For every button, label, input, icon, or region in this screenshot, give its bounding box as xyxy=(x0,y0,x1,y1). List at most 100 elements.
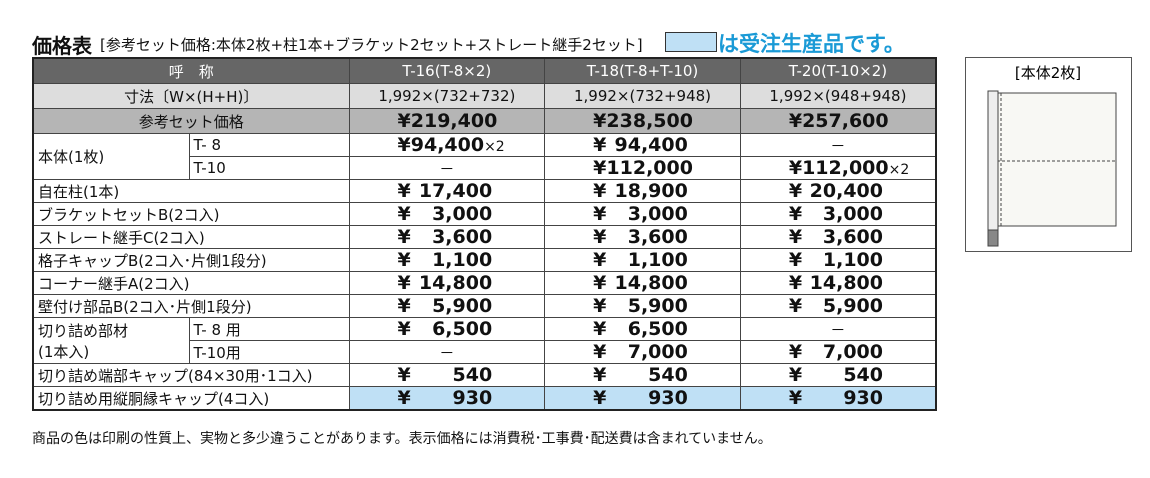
currency: ¥ xyxy=(593,226,607,248)
currency: ¥ xyxy=(593,387,607,409)
sub-label: T- 8 用 xyxy=(188,317,350,341)
price-row: T-10用－ ¥7,000 ¥7,000 xyxy=(33,340,937,364)
row-label: 切り詰め部材 (1本入) xyxy=(32,317,190,364)
label-line: 切り詰め部材 xyxy=(38,321,129,340)
amount: 3,000 xyxy=(432,203,493,225)
size-value: 1,992×(732+948) xyxy=(544,83,741,109)
price: ¥5,900 xyxy=(354,296,541,317)
panel xyxy=(991,92,1117,227)
amount: 112,000 xyxy=(606,157,693,179)
label-line: (1本入) xyxy=(38,342,90,361)
currency: ¥ xyxy=(397,134,411,156)
set-price: ¥238,500 xyxy=(544,108,741,134)
amount: 219,400 xyxy=(410,110,498,132)
legend-text: は受注生産品です。 xyxy=(718,32,905,56)
price: ¥14,800 xyxy=(745,272,931,294)
amount: 20,400 xyxy=(809,180,883,202)
amount: 18,900 xyxy=(614,180,688,202)
price-row: T-10 － ¥112,000 ¥112,000×2 xyxy=(33,156,937,180)
currency: ¥ xyxy=(397,364,411,386)
diagram: [本体2枚] xyxy=(965,57,1132,252)
label-line: ブラケットセットB(2コ入) xyxy=(38,205,220,224)
amount: 540 xyxy=(648,364,688,386)
price: ¥257,600 xyxy=(745,110,931,132)
row-label: 切り詰め用縦胴縁キャップ(4コ入) xyxy=(32,386,350,411)
price: ¥5,900 xyxy=(745,295,931,317)
currency: ¥ xyxy=(593,318,607,340)
price-cell: － xyxy=(348,156,546,180)
row-label: 格子キャップB(2コ入･片側1段分) xyxy=(32,248,350,272)
price: ¥17,400 xyxy=(354,180,541,202)
price: ¥3,000 xyxy=(745,203,931,225)
price-cell: ¥112,000 xyxy=(544,156,741,180)
price-cell: ¥5,900 xyxy=(348,294,546,318)
price-cell: ¥930 xyxy=(739,386,937,411)
price: ¥112,000 xyxy=(549,157,736,179)
price-cell: ¥3,000 xyxy=(348,202,546,226)
amount: 94,400 xyxy=(614,134,688,156)
currency: ¥ xyxy=(593,364,607,386)
column-header: T-16(T-8×2) xyxy=(348,57,546,84)
currency: ¥ xyxy=(593,341,607,363)
amount: 5,900 xyxy=(627,295,688,317)
subtitle: [参考セット価格:本体2枚+柱1本+ブラケット2セット+ストレート継手2セット] xyxy=(100,36,643,54)
amount: 3,000 xyxy=(627,203,688,225)
price-cell: ¥1,100 xyxy=(348,248,546,272)
row-label: 自在柱(1本) xyxy=(32,179,350,203)
amount: 14,800 xyxy=(809,272,883,294)
amount: 930 xyxy=(452,387,493,409)
column-header: T-18(T-8+T-10) xyxy=(544,57,741,84)
price-cell: ¥6,500 xyxy=(544,317,741,341)
amount: 238,500 xyxy=(606,110,693,132)
label-line: 壁付け部品B(2コ入･片側1段分) xyxy=(38,297,252,316)
currency: ¥ xyxy=(397,249,411,271)
price: ¥540 xyxy=(745,364,931,386)
currency: ¥ xyxy=(593,249,607,271)
currency: ¥ xyxy=(593,272,607,294)
currency: ¥ xyxy=(397,226,411,248)
currency: ¥ xyxy=(788,157,803,179)
price: ¥7,000 xyxy=(745,342,931,363)
size-label: 寸法〔W×(H+H)〕 xyxy=(32,83,350,109)
price: ¥3,600 xyxy=(549,226,736,248)
price-table: 呼 称 T-16(T-8×2) T-18(T-8+T-10) T-20(T-10×2)… xyxy=(32,57,937,411)
header-label: 呼 称 xyxy=(32,57,350,84)
price-row: コーナー継手A(2コ入) ¥14,800 ¥14,800 ¥14,800 xyxy=(32,271,937,295)
price-cell: ¥7,000 xyxy=(739,340,937,364)
set-price: ¥257,600 xyxy=(739,108,937,134)
price-cell: ¥1,100 xyxy=(544,248,741,272)
amount: 1,100 xyxy=(627,249,688,271)
currency: ¥ xyxy=(788,203,803,225)
price: ¥540 xyxy=(354,364,541,386)
amount: 930 xyxy=(648,387,688,409)
price: ¥94,400×2 xyxy=(354,134,541,156)
price-cell: － xyxy=(739,317,937,341)
legend-swatch xyxy=(665,32,717,52)
currency: ¥ xyxy=(788,226,803,248)
price-row: 自在柱(1本) ¥17,400 ¥18,900 ¥20,400 xyxy=(32,179,937,203)
column-header: T-20(T-10×2) xyxy=(739,57,937,84)
amount: 540 xyxy=(843,364,883,386)
price-cell: ¥3,000 xyxy=(544,202,741,226)
amount: 5,900 xyxy=(822,295,883,317)
label-line: 切り詰め端部キャップ(84×30用･1コ入) xyxy=(38,366,313,385)
price-row: 格子キャップB(2コ入･片側1段分) ¥1,100 ¥1,100 ¥1,100 xyxy=(32,248,937,272)
currency: ¥ xyxy=(397,180,411,202)
multiplier: ×2 xyxy=(888,162,910,178)
size-row: 寸法〔W×(H+H)〕 1,992×(732+732) 1,992×(732+948… xyxy=(32,83,937,109)
price: ¥930 xyxy=(549,387,736,409)
amount: 112,000×2 xyxy=(802,157,910,179)
price-cell: ¥14,800 xyxy=(544,271,741,295)
price-row: 本体(1枚) T- 8 ¥94,400×2 ¥94,400 － xyxy=(32,133,937,180)
currency: ¥ xyxy=(788,295,803,317)
price-cell: ¥14,800 xyxy=(348,271,546,295)
price-cell: ¥5,900 xyxy=(739,294,937,318)
price-row: 切り詰め端部キャップ(84×30用･1コ入) ¥540 ¥540 ¥540 xyxy=(32,363,937,387)
label-line: 本体(1枚) xyxy=(38,148,105,166)
currency: ¥ xyxy=(397,110,411,132)
amount: 17,400 xyxy=(418,180,493,202)
amount: 7,000 xyxy=(627,341,688,363)
price: ¥14,800 xyxy=(354,273,541,294)
row-label: 壁付け部品B(2コ入･片側1段分) xyxy=(32,294,350,318)
post xyxy=(987,90,999,247)
